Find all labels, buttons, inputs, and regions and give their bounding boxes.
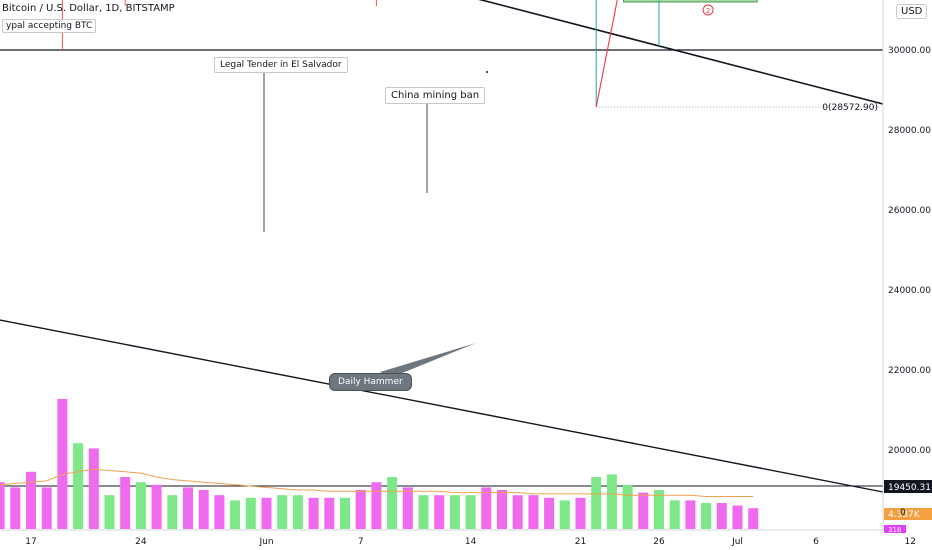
volume-bar <box>387 477 398 529</box>
volume-bars <box>0 399 759 529</box>
support-zone <box>623 0 758 3</box>
indicator-label: ypal accepting BTC <box>2 19 97 33</box>
time-tick-label: 21 <box>575 537 586 547</box>
time-tick-label: 24 <box>135 537 147 547</box>
wave-projection <box>595 0 707 108</box>
volume-bar <box>606 474 617 529</box>
price-tick-label: 20000.00 <box>888 446 931 456</box>
volume-bar <box>104 495 115 529</box>
volume-bar <box>277 495 288 529</box>
wave-label: 2 <box>706 7 710 15</box>
time-tick-label: 12 <box>904 537 915 547</box>
volume-bar <box>418 495 429 529</box>
lower-trendline <box>0 319 884 493</box>
volume-bar <box>685 500 696 529</box>
price-tick-label: 22000.00 <box>888 366 931 376</box>
volume-bar <box>120 477 131 529</box>
volume-bar <box>481 487 492 529</box>
volume-tick-label: 0 <box>900 508 906 518</box>
volume-ma-line <box>0 468 754 497</box>
volume-bar <box>308 497 319 529</box>
volume-bar <box>528 495 539 529</box>
volume-tag <box>884 525 906 533</box>
time-tick-label: Jun <box>258 537 273 547</box>
volume-bar <box>355 490 366 529</box>
volume-bar <box>449 495 460 529</box>
volume-bar <box>73 443 84 529</box>
wave-marker <box>702 4 714 16</box>
volume-bar <box>591 477 602 529</box>
volume-bar <box>716 503 727 529</box>
volume-bar <box>434 495 445 529</box>
time-tick-label: 17 <box>25 537 36 547</box>
price-tick-label: 30000.00 <box>888 46 931 56</box>
volume-bar <box>245 497 256 529</box>
volume-bar <box>198 490 209 529</box>
volume-bar <box>324 497 335 529</box>
volume-bar <box>292 495 303 529</box>
volume-bar <box>559 500 570 529</box>
volume-bar <box>638 492 649 529</box>
hammer-pointer <box>380 343 476 378</box>
fib-level-label: 0(28572.90) <box>822 103 878 113</box>
volume-bar <box>214 495 225 529</box>
volume-bar <box>465 495 476 529</box>
volume-bar <box>669 500 680 529</box>
volume-bar <box>0 482 5 529</box>
volume-bar <box>26 471 36 529</box>
marker-dot <box>486 71 488 73</box>
upper-trendline <box>478 0 884 105</box>
volume-bar <box>41 487 52 529</box>
price-tick-label: 28000.00 <box>888 126 931 136</box>
volume-bar <box>135 482 146 529</box>
currency-button[interactable]: USD <box>896 4 928 19</box>
time-tick-label: 14 <box>465 537 477 547</box>
price-tick-label: 24000.00 <box>888 286 931 296</box>
candles <box>61 0 660 106</box>
volume-bar <box>183 487 193 529</box>
volume-tag-text: 318 <box>888 526 901 534</box>
volume-bar <box>167 495 178 529</box>
time-tick-label: 7 <box>358 537 364 547</box>
time-tick-label: 26 <box>653 537 665 547</box>
volume-bar <box>261 497 272 529</box>
volume-ma-tag <box>884 508 932 520</box>
el-salvador-callout: Legal Tender in El Salvador <box>214 57 348 73</box>
volume-bar <box>575 497 586 529</box>
volume-bar <box>701 503 712 529</box>
volume-bar <box>622 484 633 529</box>
volume-bar <box>497 490 507 529</box>
volume-bar <box>732 505 743 529</box>
daily-hammer-callout: Daily Hammer <box>329 373 412 391</box>
chart-title: Bitcoin / U.S. Dollar, 1D, BITSTAMP <box>2 3 175 14</box>
time-tick-label: Jul <box>731 537 743 547</box>
volume-bar <box>371 482 382 529</box>
volume-bar <box>654 490 664 529</box>
volume-bar <box>512 495 523 529</box>
volume-bar <box>340 497 350 529</box>
volume-bar <box>748 508 759 529</box>
volume-bar <box>544 497 555 529</box>
volume-bar <box>88 448 99 529</box>
volume-bar <box>151 484 162 529</box>
time-tick-label: 6 <box>813 537 819 547</box>
level-tag <box>884 480 932 493</box>
price-tick-label: 26000.00 <box>888 206 931 216</box>
volume-ma-tag-text: 4.337K <box>888 510 921 520</box>
volume-bar <box>10 487 21 529</box>
volume-bar <box>57 399 68 529</box>
volume-bar <box>402 487 413 529</box>
china-ban-callout: China mining ban <box>385 87 486 104</box>
volume-bar <box>230 500 241 529</box>
level-tag-text: 19450.31 <box>888 483 931 493</box>
